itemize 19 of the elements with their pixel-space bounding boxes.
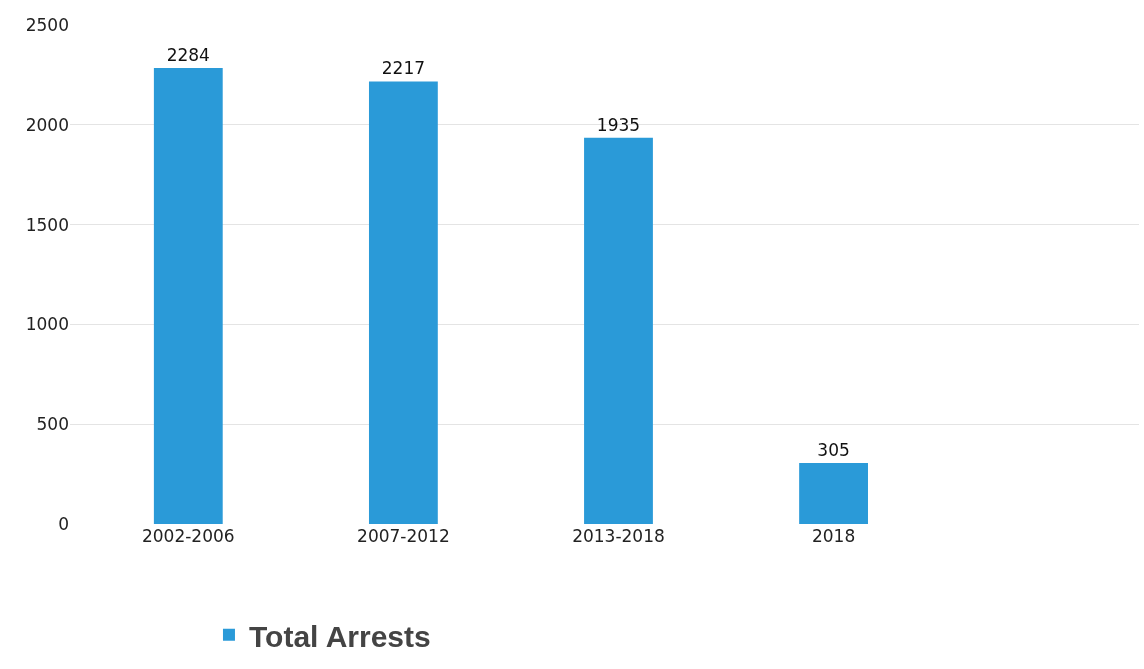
legend-label: Total Arrests <box>248 619 431 653</box>
bar <box>153 68 223 524</box>
data-label: 1935 <box>596 114 641 135</box>
bar <box>799 463 868 524</box>
x-tick-label: 2002-2006 <box>141 526 235 546</box>
y-tick-label: 1000 <box>25 314 69 335</box>
y-tick-label: 0 <box>58 513 69 534</box>
data-label: 2284 <box>166 45 210 66</box>
x-tick-label: 2013-2018 <box>572 526 665 546</box>
bar <box>368 81 438 524</box>
y-tick-label: 2500 <box>25 14 69 35</box>
x-tick-label: 2018 <box>811 526 856 546</box>
data-label: 2217 <box>381 58 426 79</box>
x-tick-label: 2007-2012 <box>357 526 450 546</box>
data-label: 305 <box>817 440 850 461</box>
bar <box>584 137 653 524</box>
y-tick-label: 2000 <box>25 114 69 135</box>
y-tick-label: 1500 <box>25 214 69 235</box>
y-tick-label: 500 <box>36 414 69 435</box>
